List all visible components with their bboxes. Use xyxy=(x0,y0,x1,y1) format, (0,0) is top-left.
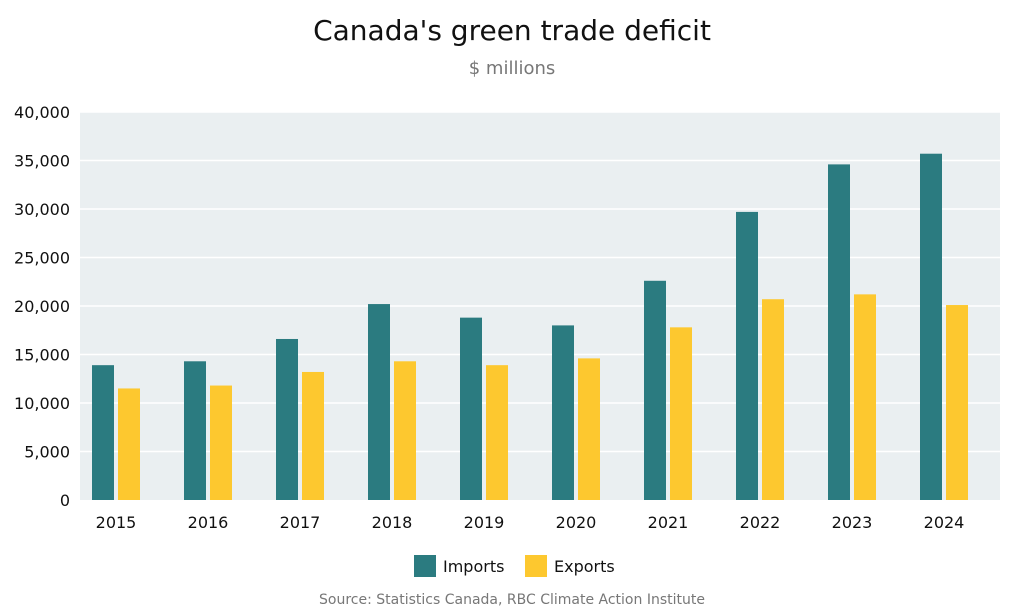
bar-exports-2020 xyxy=(578,358,600,500)
bar-imports-2019 xyxy=(460,317,482,500)
x-tick-label: 2024 xyxy=(924,513,965,532)
bar-imports-2017 xyxy=(276,338,298,500)
bar-imports-2023 xyxy=(828,164,850,500)
bar-imports-2016 xyxy=(184,361,206,500)
x-tick-label: 2022 xyxy=(740,513,781,532)
bar-imports-2024 xyxy=(920,153,942,500)
bar-exports-2024 xyxy=(946,305,968,500)
bar-imports-2021 xyxy=(644,280,666,500)
x-tick-label: 2019 xyxy=(464,513,505,532)
bar-exports-2017 xyxy=(302,371,324,500)
bar-imports-2020 xyxy=(552,325,574,500)
chart-source: Source: Statistics Canada, RBC Climate A… xyxy=(319,592,705,608)
bar-exports-2016 xyxy=(210,385,232,500)
bar-exports-2022 xyxy=(762,299,784,500)
x-tick-label: 2016 xyxy=(188,513,229,532)
legend-swatch-exports xyxy=(525,555,547,577)
y-tick-label: 40,000 xyxy=(14,103,70,122)
bar-exports-2018 xyxy=(394,361,416,500)
bar-exports-2021 xyxy=(670,327,692,500)
x-tick-label: 2018 xyxy=(372,513,413,532)
legend-swatch-imports xyxy=(414,555,436,577)
bar-exports-2019 xyxy=(486,365,508,500)
x-tick-label: 2021 xyxy=(648,513,689,532)
chart-subtitle: $ millions xyxy=(468,58,556,79)
x-tick-label: 2015 xyxy=(96,513,137,532)
legend-label-exports: Exports xyxy=(554,557,615,576)
y-tick-label: 5,000 xyxy=(24,443,70,462)
bar-imports-2015 xyxy=(92,365,114,500)
x-tick-label: 2017 xyxy=(280,513,321,532)
y-tick-label: 35,000 xyxy=(14,152,70,171)
y-tick-label: 25,000 xyxy=(14,249,70,268)
y-tick-label: 10,000 xyxy=(14,394,70,413)
bar-exports-2015 xyxy=(118,388,140,500)
y-tick-label: 30,000 xyxy=(14,200,70,219)
y-tick-label: 20,000 xyxy=(14,297,70,316)
bar-imports-2022 xyxy=(736,211,758,500)
y-tick-label: 15,000 xyxy=(14,346,70,365)
y-tick-label: 0 xyxy=(60,491,70,510)
legend-label-imports: Imports xyxy=(443,557,504,576)
bar-imports-2018 xyxy=(368,304,390,500)
x-tick-label: 2023 xyxy=(832,513,873,532)
x-tick-label: 2020 xyxy=(556,513,597,532)
chart-title: Canada's green trade deficit xyxy=(313,14,711,47)
bar-exports-2023 xyxy=(854,294,876,500)
